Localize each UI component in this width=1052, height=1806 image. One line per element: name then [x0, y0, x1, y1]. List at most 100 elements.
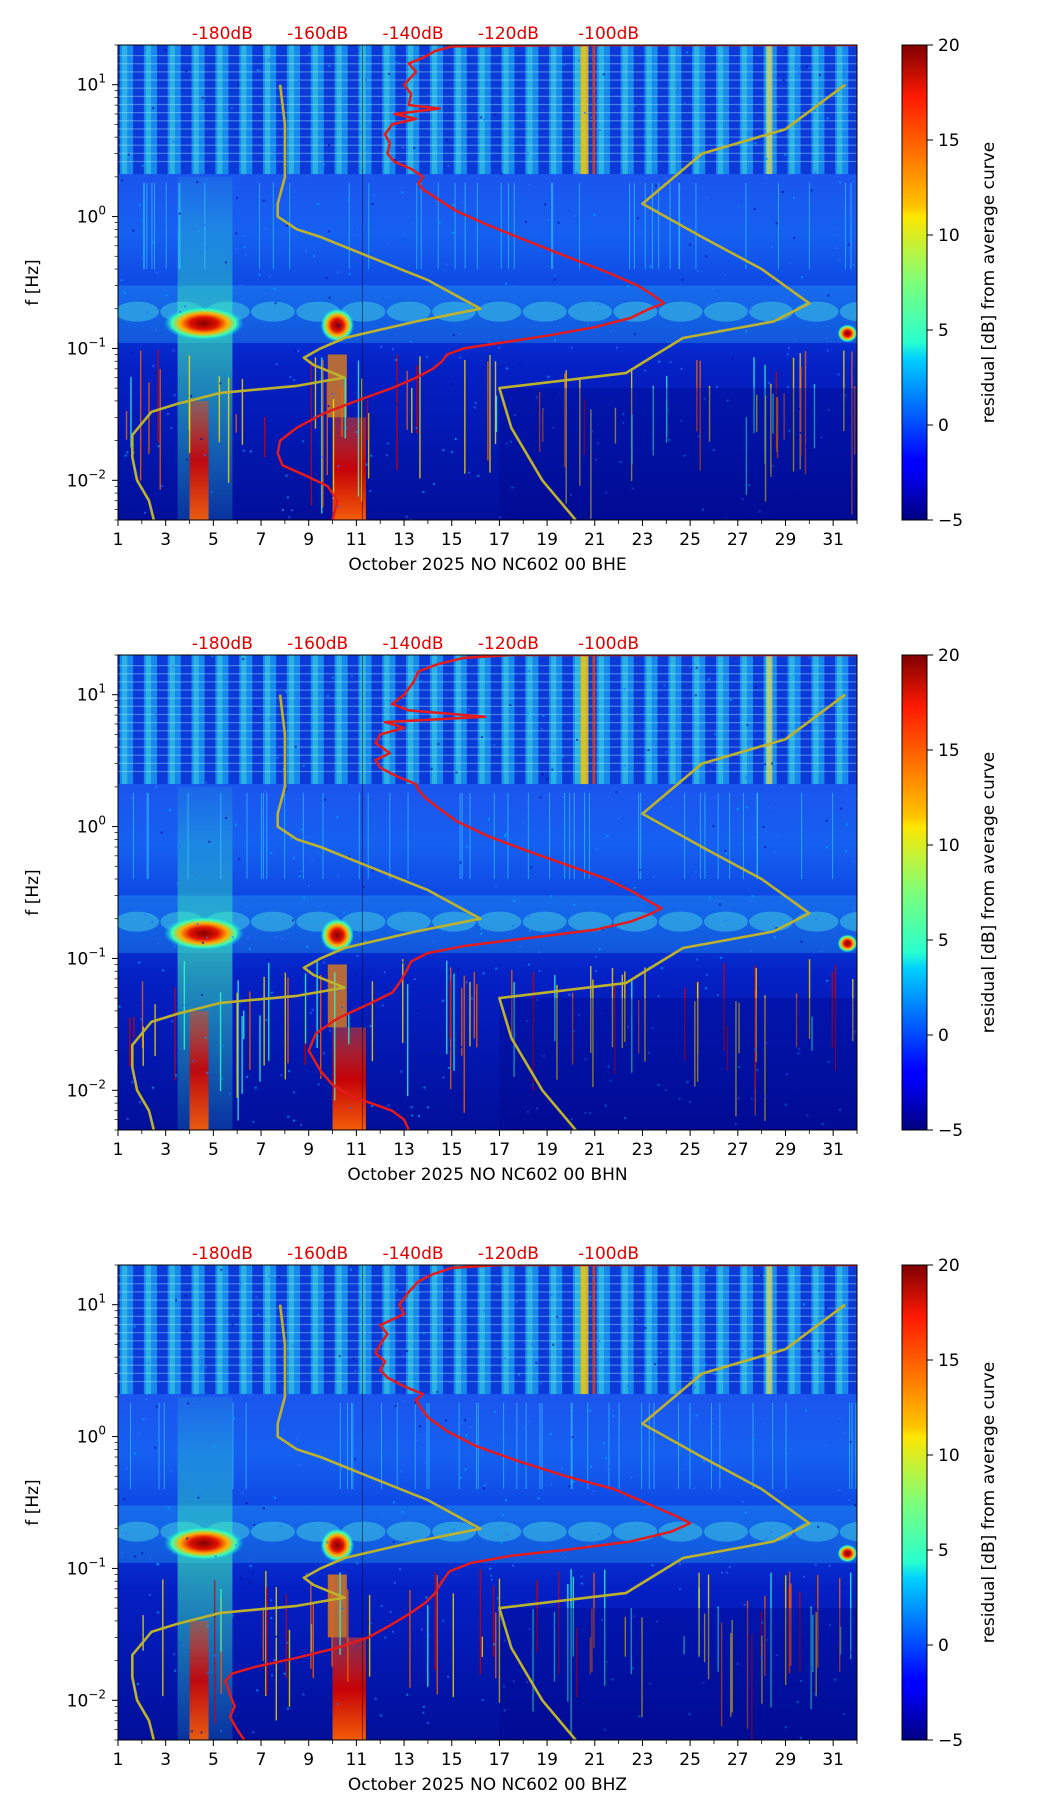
db-reference-label: -100dB	[578, 634, 639, 654]
speckle	[490, 1578, 493, 1581]
hf-hot-column	[580, 655, 589, 785]
speckle	[340, 1310, 343, 1313]
speckle	[200, 438, 203, 441]
speckle	[386, 295, 389, 298]
speckle	[515, 1301, 518, 1304]
speckle	[490, 1574, 493, 1577]
db-reference-label: -180dB	[192, 24, 253, 44]
speckle	[340, 1006, 343, 1009]
speckle	[512, 924, 515, 927]
speckle	[736, 1663, 739, 1666]
hf-band-stripe	[358, 45, 372, 175]
hf-band-highlight	[336, 1265, 342, 1395]
x-tick-label: 1	[113, 1750, 124, 1770]
speckle	[148, 1593, 151, 1596]
speckle	[192, 1400, 195, 1403]
speckle	[373, 194, 376, 197]
hf-band-highlight	[360, 1265, 366, 1395]
speckle	[347, 198, 350, 201]
speckle	[580, 1575, 583, 1578]
hf-band-stripe	[692, 45, 706, 175]
speckle	[688, 1101, 691, 1104]
speckle	[164, 48, 167, 51]
speckle	[604, 1104, 607, 1107]
speckle	[327, 405, 330, 408]
speckle	[337, 465, 340, 468]
x-tick-label: 15	[441, 530, 463, 550]
speckle	[538, 951, 541, 954]
speckle	[337, 909, 340, 912]
speckle	[436, 1345, 439, 1348]
hf-band-stripe	[191, 45, 205, 175]
speckle	[399, 1568, 402, 1571]
speckle	[827, 1060, 830, 1063]
speckle	[337, 875, 340, 878]
speckle	[545, 415, 548, 418]
speckle	[312, 928, 315, 931]
speckle	[298, 1659, 301, 1662]
microseism-blob	[794, 911, 839, 932]
speckle	[793, 236, 796, 239]
speckle	[474, 406, 477, 409]
speckle	[542, 714, 545, 717]
hf-band-highlight	[694, 45, 700, 175]
hf-band-line	[118, 71, 857, 73]
speckle	[659, 1351, 662, 1354]
hf-band-stripe	[835, 655, 849, 785]
speckle	[805, 445, 808, 448]
speckle	[777, 1533, 780, 1536]
speckle	[206, 1625, 209, 1628]
speckle	[179, 310, 182, 313]
speckle	[198, 154, 201, 157]
speckle	[297, 1464, 300, 1467]
speckle	[285, 690, 288, 693]
speckle	[512, 1564, 515, 1567]
speckle	[422, 1332, 425, 1335]
speckle	[219, 382, 222, 385]
speckle	[222, 810, 225, 813]
speckle	[324, 798, 327, 801]
speckle	[820, 950, 823, 953]
speckle	[756, 1069, 759, 1072]
speckle	[594, 1069, 597, 1072]
speckle	[775, 927, 778, 930]
speckle	[173, 945, 176, 948]
speckle	[609, 1079, 612, 1082]
speckle	[594, 969, 597, 972]
speckle	[130, 352, 133, 355]
speckle	[504, 1499, 507, 1502]
speckle	[848, 110, 851, 113]
hf-band-stripe	[453, 655, 467, 785]
hf-band-line	[118, 1275, 857, 1277]
speckle	[784, 1726, 787, 1729]
speckle	[593, 1541, 596, 1544]
speckle	[448, 1688, 451, 1691]
speckle	[550, 1047, 553, 1050]
speckle	[509, 440, 512, 443]
speckle	[251, 1572, 254, 1575]
speckle	[387, 442, 390, 445]
speckle	[705, 197, 708, 200]
speckle	[834, 1629, 837, 1632]
db-reference-label: -160dB	[287, 24, 348, 44]
speckle	[711, 1555, 714, 1558]
x-tick-label: 11	[346, 1140, 368, 1160]
hf-band-highlight	[717, 45, 724, 175]
speckle	[813, 1678, 816, 1681]
speckle	[238, 858, 241, 861]
microseism-blob	[749, 911, 794, 932]
speckle	[252, 1120, 255, 1123]
speckle	[452, 333, 455, 336]
hf-band-line	[118, 762, 857, 764]
speckle	[766, 1638, 769, 1641]
speckle	[458, 332, 461, 335]
speckle	[186, 983, 189, 986]
db-reference-label: -120dB	[478, 634, 539, 654]
speckle	[644, 369, 647, 372]
speckle	[420, 1434, 423, 1437]
speckle	[638, 868, 641, 871]
microseism-blob	[522, 301, 567, 322]
speckle	[381, 1059, 384, 1062]
speckle	[386, 454, 389, 457]
hf-band-highlight	[598, 1265, 605, 1395]
